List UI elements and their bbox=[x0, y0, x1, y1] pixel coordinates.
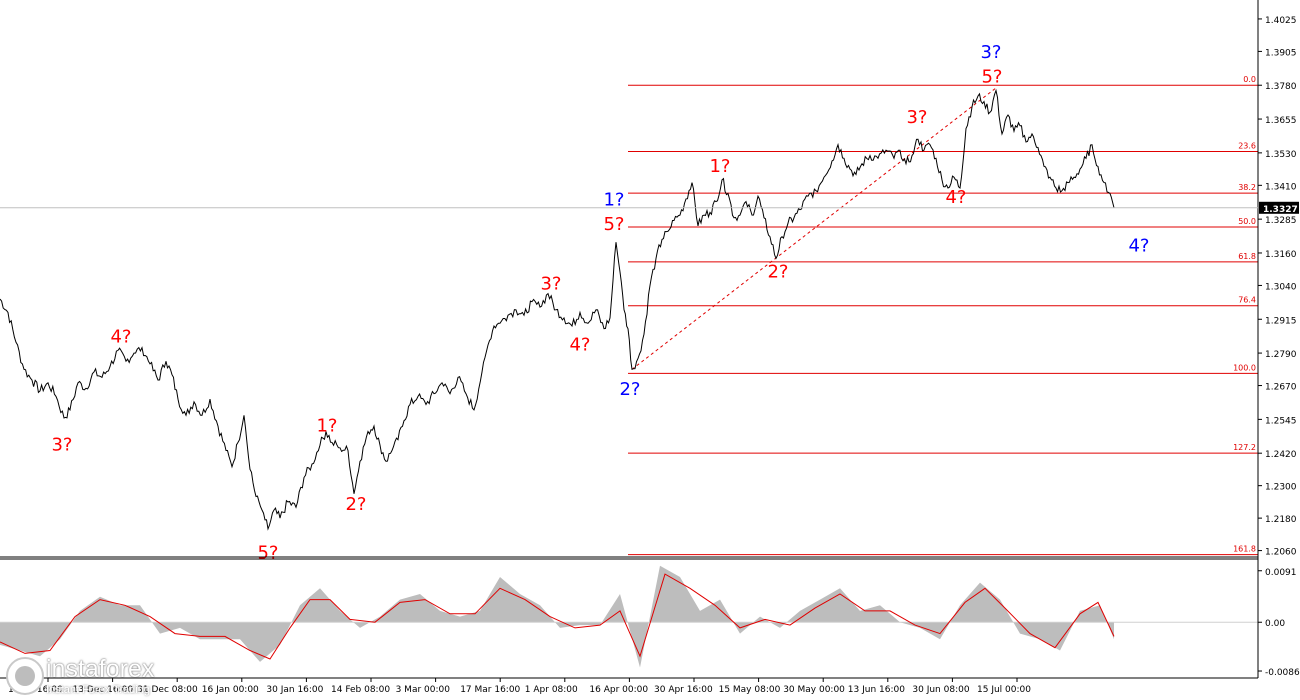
fib-label: 23.6 bbox=[1238, 142, 1256, 151]
time-tick-label: 31 Dec 08:00 bbox=[137, 685, 198, 695]
price-series bbox=[0, 88, 1115, 531]
wave-label: 4? bbox=[110, 326, 131, 347]
time-tick-label: 1 Apr 08:00 bbox=[525, 685, 578, 695]
trendline bbox=[631, 87, 997, 370]
time-tick-label: 14 Feb 08:00 bbox=[331, 685, 390, 695]
fib-label: 0.0 bbox=[1243, 75, 1256, 84]
price-tick-label: 1.3905 bbox=[1265, 48, 1297, 58]
time-tick-label: 16 Jan 00:00 bbox=[202, 685, 259, 695]
fib-label: 127.2 bbox=[1233, 443, 1256, 452]
price-tick-label: 1.2790 bbox=[1265, 350, 1297, 360]
fib-label: 161.8 bbox=[1233, 545, 1256, 554]
wave-label: 3? bbox=[51, 434, 72, 455]
wave-label: 3? bbox=[540, 273, 561, 294]
logo-mark-icon bbox=[6, 657, 44, 695]
fib-label: 50.0 bbox=[1238, 217, 1256, 226]
price-tick-label: 1.3530 bbox=[1265, 150, 1297, 160]
wave-label: 2? bbox=[767, 261, 788, 282]
wave-label: 1? bbox=[603, 190, 624, 211]
price-tick-label: 1.3410 bbox=[1265, 182, 1297, 192]
price-tick-label: 1.2545 bbox=[1265, 416, 1297, 426]
price-tick-label: 1.3040 bbox=[1265, 282, 1297, 292]
wave-label: 5? bbox=[981, 67, 1002, 88]
time-tick-label: 30 May 00:00 bbox=[783, 685, 845, 695]
logo-brand: instaforex bbox=[46, 655, 155, 683]
wave-label: 4? bbox=[569, 334, 590, 355]
price-line bbox=[0, 88, 1115, 531]
osc-tick-label: 0.0091 bbox=[1265, 568, 1297, 578]
time-tick-label: 16 Apr 00:00 bbox=[589, 685, 648, 695]
logo-tagline: Instant Forex Trading bbox=[46, 684, 150, 696]
wave-label: 5? bbox=[603, 214, 624, 235]
time-tick-label: 13 Jun 16:00 bbox=[848, 685, 905, 695]
oscillator-histogram bbox=[0, 565, 1114, 668]
trendline-layer bbox=[631, 87, 997, 370]
current-price-label: 1.3327 bbox=[1263, 205, 1298, 215]
time-tick-label: 30 Apr 16:00 bbox=[654, 685, 713, 695]
oscillator-signal-line bbox=[0, 573, 1115, 660]
wave-labels: 1? 2? 3? 4? 5? 3? 4? 5? 1? 2? 1? 2? 3? 4? 5? 3? 4? bbox=[51, 42, 1149, 564]
price-tick-label: 1.2420 bbox=[1265, 450, 1297, 460]
price-tick-label: 1.3285 bbox=[1265, 216, 1297, 226]
price-tick-label: 1.3655 bbox=[1265, 116, 1297, 126]
fib-label: 76.4 bbox=[1238, 296, 1256, 305]
price-tick-label: 1.4025 bbox=[1265, 16, 1297, 26]
price-tick-label: 1.3780 bbox=[1265, 82, 1297, 92]
wave-label: 1? bbox=[316, 416, 337, 437]
oscillator-panel bbox=[0, 565, 1258, 668]
price-tick-label: 1.3160 bbox=[1265, 250, 1297, 260]
time-tick-label: 15 May 08:00 bbox=[719, 685, 781, 695]
instaforex-logo: instaforex Instant Forex Trading bbox=[6, 655, 186, 697]
price-axis: 1.4025 1.3905 1.3780 1.3655 1.3530 1.3410 1.32… bbox=[0, 0, 1300, 679]
wave-label: 1? bbox=[709, 156, 730, 177]
price-tick-label: 1.2300 bbox=[1265, 483, 1297, 493]
wave-label: 4? bbox=[1128, 236, 1149, 257]
current-price-box bbox=[1259, 201, 1299, 214]
time-tick-label: 3 Mar 00:00 bbox=[396, 685, 451, 695]
price-tick-label: 1.2915 bbox=[1265, 316, 1297, 326]
osc-tick-label: -0.00862 bbox=[1265, 668, 1300, 678]
time-tick-label: 30 Jun 08:00 bbox=[912, 685, 969, 695]
price-tick-label: 1.2180 bbox=[1265, 515, 1297, 525]
wave-label: 2? bbox=[619, 379, 640, 400]
fib-label: 38.2 bbox=[1238, 183, 1256, 192]
fibonacci-levels: 0.0 23.6 38.2 50.0 61.8 76.4 100.0 127.2 161.8 bbox=[628, 75, 1258, 556]
price-tick-label: 1.2670 bbox=[1265, 383, 1297, 393]
fib-label: 100.0 bbox=[1233, 363, 1256, 372]
wave-label: 3? bbox=[980, 42, 1001, 63]
wave-label: 4? bbox=[945, 187, 966, 208]
wave-label: 5? bbox=[257, 543, 278, 564]
osc-tick-label: 0.00 bbox=[1265, 619, 1285, 629]
wave-label: 2? bbox=[345, 494, 366, 515]
time-tick-label: 17 Mar 16:00 bbox=[460, 685, 520, 695]
time-tick-label: 15 Jul 00:00 bbox=[977, 685, 1031, 695]
wave-label: 3? bbox=[906, 107, 927, 128]
price-tick-label: 1.2060 bbox=[1265, 548, 1297, 558]
time-tick-label: 30 Jan 16:00 bbox=[266, 685, 323, 695]
time-tick-label: 13 Dec 16:00 bbox=[73, 685, 134, 695]
fib-label: 61.8 bbox=[1238, 252, 1256, 261]
